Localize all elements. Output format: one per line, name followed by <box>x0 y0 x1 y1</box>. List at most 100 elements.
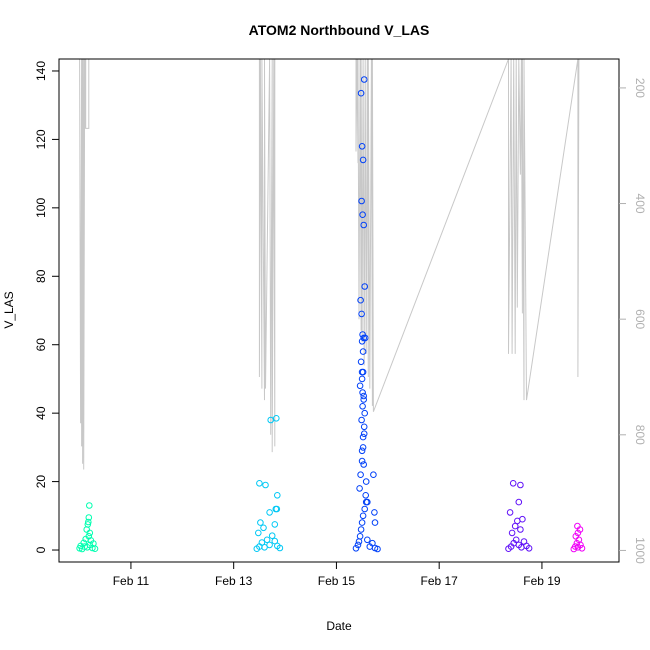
data-point <box>273 415 280 422</box>
data-point <box>525 545 533 552</box>
data-point <box>359 433 367 441</box>
data-point <box>508 529 516 537</box>
data-point <box>370 471 377 479</box>
x-tick-label: Feb 13 <box>215 574 253 588</box>
data-point <box>262 481 269 489</box>
y-tick-label: 0 <box>34 546 48 553</box>
data-point <box>266 541 273 549</box>
data-point <box>359 444 367 451</box>
data-point <box>364 536 371 544</box>
data-point <box>85 514 93 521</box>
data-point <box>359 156 367 164</box>
data-point <box>361 505 369 513</box>
data-point <box>360 396 368 403</box>
data-point <box>506 509 514 516</box>
y-tick-label: 80 <box>34 269 48 283</box>
y-tick-label: 20 <box>34 475 48 489</box>
y2-axis: 200 400 600 800 1000 <box>619 78 647 564</box>
data-point <box>91 545 99 553</box>
y-axis-label: V_LAS <box>2 291 16 328</box>
x-tick-label: Feb 19 <box>523 574 561 588</box>
data-point <box>266 509 273 516</box>
data-point <box>360 76 368 83</box>
data-point <box>86 529 94 537</box>
y-axis: 0 20 40 60 80 100 120 140 <box>34 61 59 553</box>
y2-tick-label: 600 <box>633 309 647 329</box>
data-point <box>519 515 526 523</box>
data-point <box>517 526 524 533</box>
data-point <box>374 545 381 553</box>
data-point <box>364 498 371 506</box>
data-point <box>85 518 92 526</box>
data-point <box>356 533 364 540</box>
secondary-series-line <box>79 58 580 470</box>
data-point <box>573 539 581 547</box>
data-point <box>358 457 366 465</box>
data-point <box>276 544 284 552</box>
y-tick-label: 140 <box>34 61 48 81</box>
data-point <box>360 392 368 400</box>
data-point <box>86 502 93 509</box>
data-point <box>260 524 267 532</box>
x-axis: Feb 11 Feb 13 Feb 15 Feb 17 Feb 19 <box>113 561 561 588</box>
data-point <box>359 368 367 376</box>
secondary-series <box>79 58 580 470</box>
data-point <box>80 539 87 547</box>
y-tick-label: 120 <box>34 129 48 149</box>
data-point <box>577 541 584 549</box>
data-point <box>357 358 365 366</box>
data-point <box>574 522 581 530</box>
data-point <box>358 143 366 150</box>
data-point <box>257 519 264 526</box>
y2-tick-label: 800 <box>633 425 647 445</box>
data-point <box>517 481 524 489</box>
data-point <box>509 480 517 487</box>
data-point <box>256 480 263 487</box>
plot-frame <box>58 58 620 563</box>
data-point <box>361 283 369 290</box>
data-point <box>360 423 368 431</box>
data-point <box>512 536 520 544</box>
data-point <box>358 519 366 526</box>
data-point <box>358 310 365 318</box>
data-point <box>356 485 363 492</box>
y2-tick-label: 200 <box>633 78 647 98</box>
data-point <box>357 296 364 304</box>
data-point <box>362 478 370 485</box>
data-point <box>271 521 279 528</box>
data-point <box>361 409 369 417</box>
data-point <box>84 521 92 528</box>
data-point <box>371 519 379 526</box>
data-point <box>89 544 96 552</box>
y-tick-label: 40 <box>34 406 48 420</box>
data-point <box>362 492 370 499</box>
data-point <box>572 533 580 540</box>
data-point <box>360 221 368 229</box>
x-axis-label: Date <box>326 619 352 633</box>
data-point <box>358 416 365 424</box>
data-point <box>371 509 378 516</box>
data-points <box>76 76 586 553</box>
data-point <box>254 529 262 537</box>
x-tick-label: Feb 17 <box>421 574 459 588</box>
chart-title: ATOM2 Northbound V_LAS <box>249 22 430 38</box>
x-tick-label: Feb 15 <box>318 574 356 588</box>
data-point <box>359 512 367 520</box>
data-point <box>352 545 360 552</box>
data-point <box>355 538 363 545</box>
data-point <box>578 545 586 552</box>
y2-tick-label: 1000 <box>633 537 647 564</box>
data-point <box>354 541 362 549</box>
y-tick-label: 60 <box>34 338 48 352</box>
data-point <box>358 197 365 205</box>
data-point <box>574 529 582 537</box>
y2-tick-label: 400 <box>633 194 647 214</box>
data-point <box>261 544 268 551</box>
data-point <box>273 505 281 513</box>
data-point <box>357 89 365 97</box>
data-point <box>359 389 366 396</box>
data-point <box>358 447 366 455</box>
data-point <box>357 471 364 479</box>
x-tick-label: Feb 11 <box>113 574 150 588</box>
